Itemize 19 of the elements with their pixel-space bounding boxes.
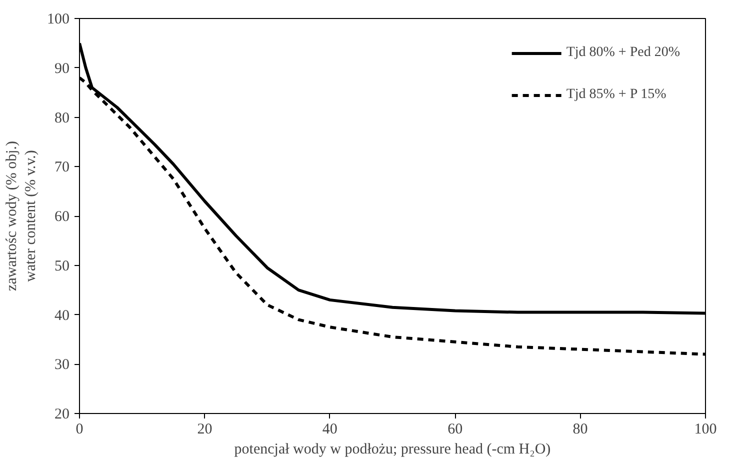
y-tick-label: 70	[54, 160, 70, 176]
legend-label: Tjd 85% + P 15%	[566, 87, 666, 103]
y-tick-label: 20	[54, 406, 70, 422]
legend-label: Tjd 80% + Ped 20%	[566, 45, 680, 61]
y-tick-label: 30	[54, 357, 70, 374]
y-tick-label: 90	[54, 60, 70, 77]
x-tick-label: 0	[76, 422, 84, 438]
y-tick-label: 100	[47, 12, 70, 28]
x-tick-label: 100	[694, 422, 717, 438]
x-tick-label: 60	[448, 422, 463, 438]
y-tick-label: 40	[54, 308, 70, 324]
x-axis-title: potencjał wody w podłożu; pressure head (-cm H₂O)	[234, 442, 551, 458]
x-tick-label: 80	[572, 422, 588, 438]
y-tick-label: 80	[54, 110, 70, 126]
y-tick-label: 60	[54, 209, 70, 225]
x-tick-label: 40	[322, 422, 338, 438]
y-tick-label: 50	[54, 258, 70, 274]
x-tick-label: 20	[197, 422, 212, 438]
y-axis-title: zawartośc wody (% obj.) water content (% v.v.)	[4, 141, 39, 291]
